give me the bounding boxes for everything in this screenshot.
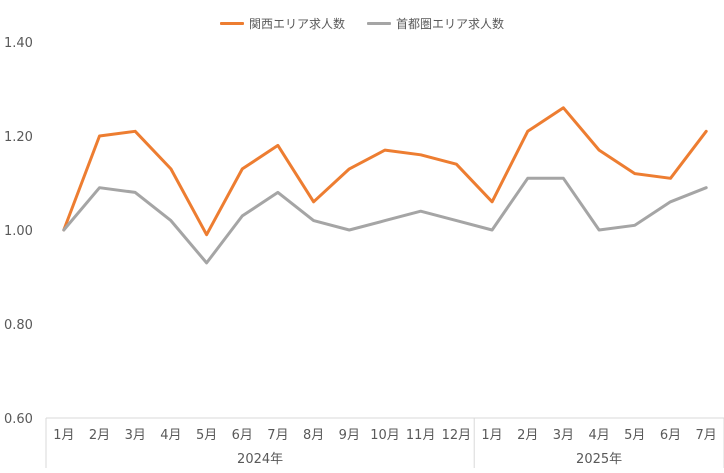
- x-tick-label: 12月: [442, 428, 472, 443]
- y-tick-label: 0.60: [4, 412, 33, 427]
- legend-label-shutoken: 首都圏エリア求人数: [396, 17, 505, 31]
- x-tick-label: 4月: [160, 428, 181, 443]
- legend-item-shutoken: 首都圏エリア求人数: [367, 15, 504, 32]
- y-tick-label: 1.40: [4, 36, 33, 51]
- y-tick-label: 0.80: [4, 318, 33, 333]
- y-tick-label: 1.00: [4, 224, 33, 239]
- x-tick-label: 11月: [406, 428, 436, 443]
- x-tick-label: 5月: [196, 428, 217, 443]
- x-group-label: 2024年: [237, 452, 283, 467]
- x-tick-label: 6月: [660, 428, 681, 443]
- x-tick-label: 8月: [303, 428, 324, 443]
- x-tick-label: 9月: [339, 428, 360, 443]
- x-tick-label: 1月: [481, 428, 502, 443]
- x-tick-label: 6月: [232, 428, 253, 443]
- legend-swatch-shutoken: [367, 22, 391, 25]
- x-tick-label: 2月: [89, 428, 110, 443]
- x-tick-label: 2月: [517, 428, 538, 443]
- x-tick-label: 7月: [696, 428, 717, 443]
- x-tick-label: 4月: [588, 428, 609, 443]
- x-tick-label: 7月: [267, 428, 288, 443]
- y-tick-label: 1.20: [4, 130, 33, 145]
- series-line-kansai: [62, 106, 708, 237]
- legend-swatch-kansai: [219, 22, 244, 25]
- x-tick-label: 5月: [624, 428, 645, 443]
- legend-label-kansai: 関西エリア求人数: [248, 17, 345, 31]
- x-tick-label: 3月: [553, 428, 574, 443]
- x-tick-label: 1月: [53, 428, 74, 443]
- legend: 関西エリア求人数 首都圏エリア求人数: [0, 15, 724, 32]
- x-tick-label: 10月: [370, 428, 400, 443]
- x-group-label: 2025年: [576, 452, 622, 467]
- series-line-shutoken: [62, 176, 708, 265]
- legend-item-kansai: 関西エリア求人数: [219, 15, 345, 32]
- x-tick-label: 3月: [125, 428, 146, 443]
